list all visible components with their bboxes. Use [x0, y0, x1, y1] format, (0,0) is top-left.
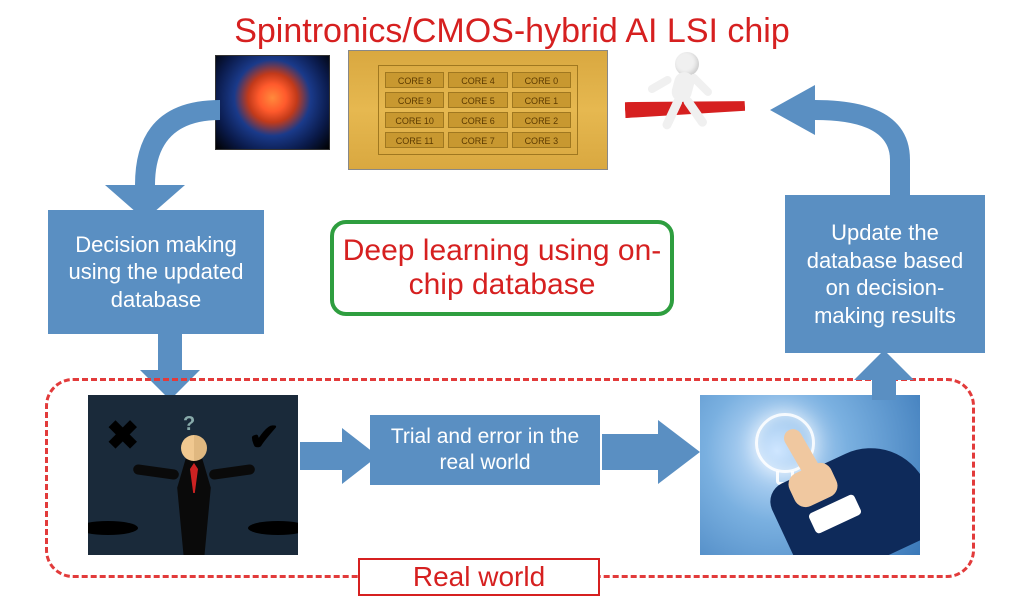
arrow-mid-right	[602, 420, 700, 484]
arrow-mid-left	[300, 428, 378, 484]
chip-core: CORE 11	[385, 132, 444, 148]
real-world-label: Real world	[358, 558, 600, 596]
lightbulb-hand-illustration	[700, 395, 920, 555]
chip-core: CORE 10	[385, 112, 444, 128]
chip-die-illustration: CORE 8 CORE 4 CORE 0 CORE 9 CORE 5 CORE …	[348, 50, 608, 170]
chip-core: CORE 2	[512, 112, 571, 128]
chip-core: CORE 0	[512, 72, 571, 88]
update-box: Update the database based on decision-ma…	[785, 195, 985, 353]
decision-box: Decision making using the updated databa…	[48, 210, 264, 334]
arrow-top-left	[95, 90, 255, 220]
chip-core: CORE 5	[448, 92, 507, 108]
chip-core: CORE 8	[385, 72, 444, 88]
center-deep-learning-box: Deep learning using on-chip database	[330, 220, 674, 316]
check-icon: ✔	[248, 415, 280, 460]
chip-core: CORE 4	[448, 72, 507, 88]
trial-box: Trial and error in the real world	[370, 415, 600, 485]
runner-finish-illustration	[625, 50, 745, 160]
chip-core-grid: CORE 8 CORE 4 CORE 0 CORE 9 CORE 5 CORE …	[378, 65, 578, 155]
x-icon: ✖	[106, 413, 140, 459]
chip-core: CORE 1	[512, 92, 571, 108]
decision-figure-illustration: ✖ ✔ ?	[88, 395, 298, 555]
arrow-top-right	[760, 90, 940, 210]
page-title: Spintronics/CMOS-hybrid AI LSI chip	[0, 12, 1024, 51]
chip-core: CORE 9	[385, 92, 444, 108]
chip-core: CORE 6	[448, 112, 507, 128]
chip-core: CORE 7	[448, 132, 507, 148]
chip-core: CORE 3	[512, 132, 571, 148]
arrow-right-up	[854, 350, 914, 400]
